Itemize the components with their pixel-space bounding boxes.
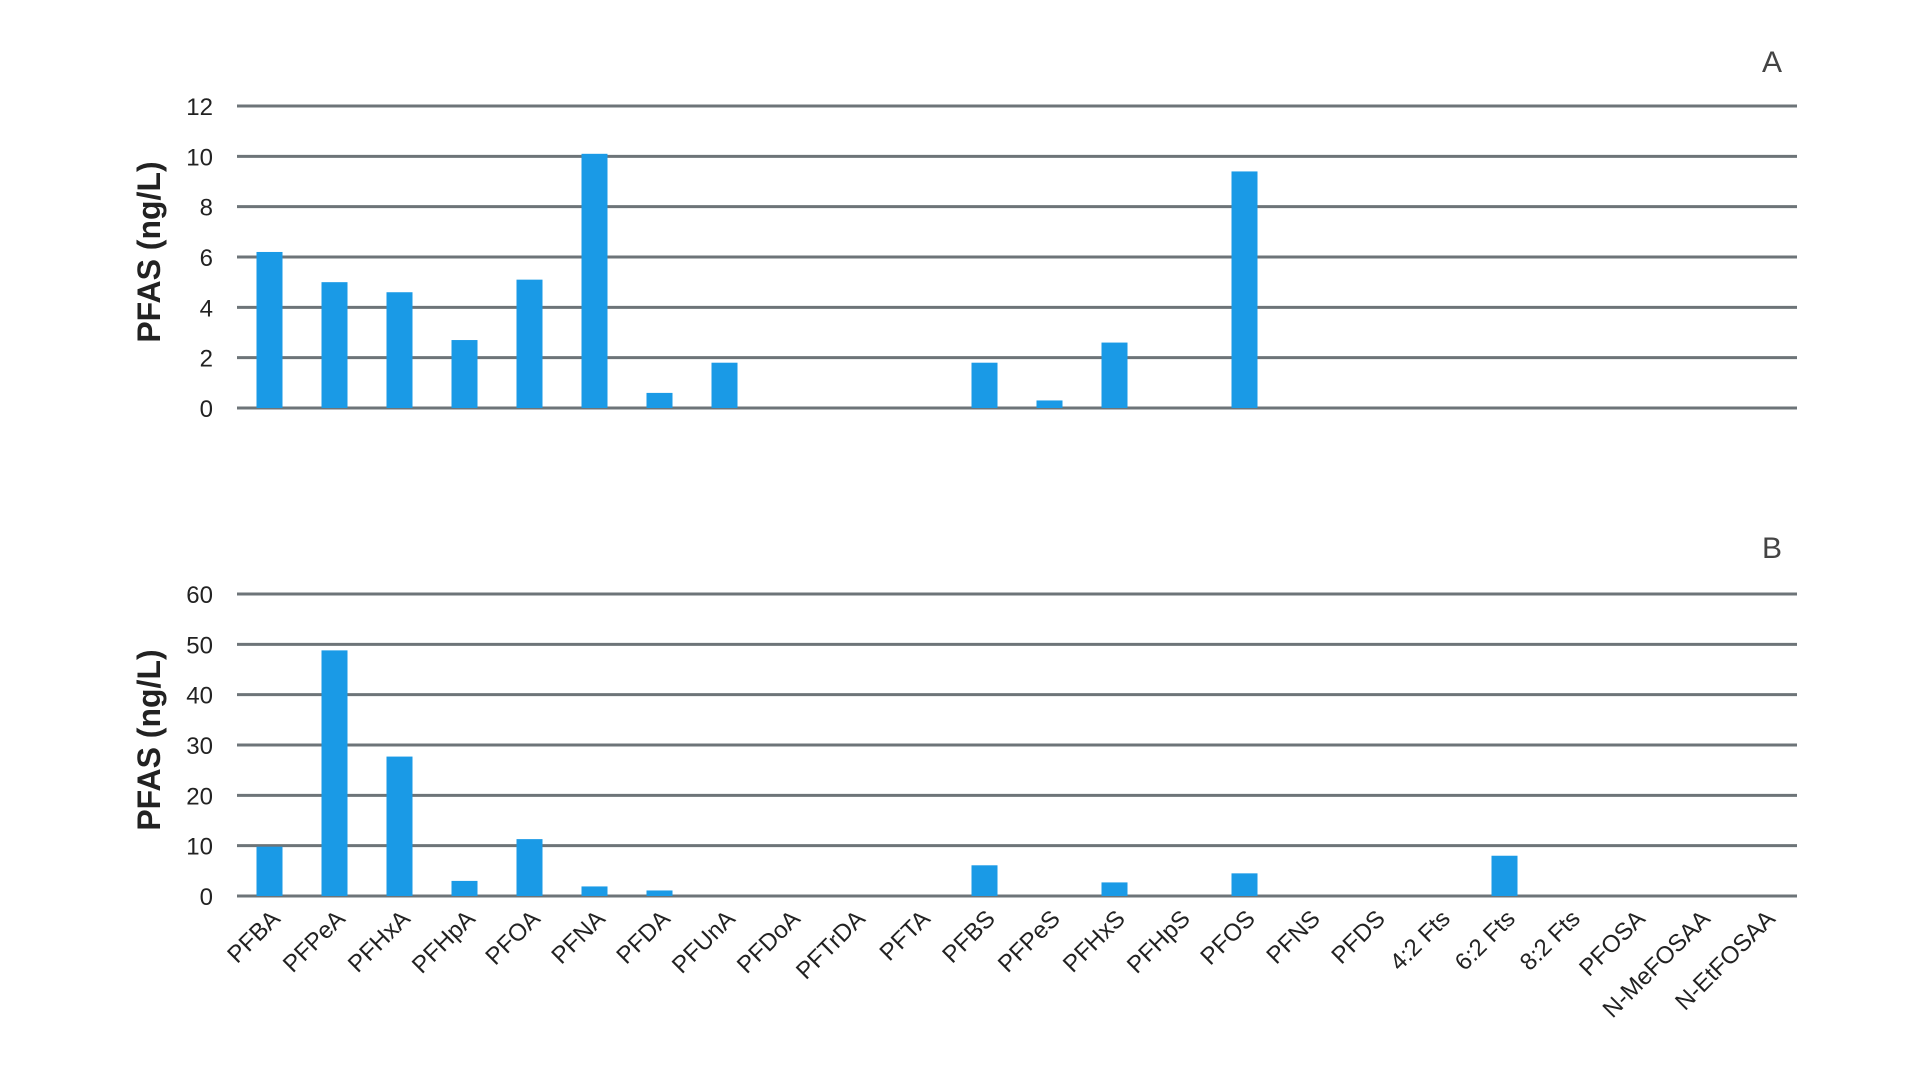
panel-b-bar-pfda bbox=[646, 890, 673, 896]
x-tick-label: PFPeS bbox=[993, 905, 1066, 978]
panel-b-y-tick-label: 50 bbox=[186, 632, 213, 659]
panel-a-bar-pfhxs bbox=[1101, 342, 1128, 408]
panel-b-bar-pfba bbox=[256, 846, 283, 896]
x-tick-label: PFNA bbox=[546, 905, 610, 969]
panel-b-bar-pfhxa bbox=[386, 756, 413, 896]
panel-a-bar-pfpea bbox=[321, 282, 348, 408]
panel-a-bar-pfpes bbox=[1036, 400, 1063, 408]
x-tick-label: PFPeA bbox=[278, 905, 351, 978]
panel-a-bar-pfhxa bbox=[386, 292, 413, 408]
x-tick-label: PFUnA bbox=[667, 905, 741, 979]
x-tick-label: PFTrDA bbox=[791, 905, 871, 985]
panel-b-y-axis-label: PFAS (ng/L) bbox=[131, 649, 167, 830]
panel-b-bar-6-2-fts bbox=[1491, 855, 1518, 896]
panel-b-y-tick-label: 60 bbox=[186, 582, 213, 609]
panel-a-bar-pfhpa bbox=[451, 340, 478, 408]
x-tick-label: PFTA bbox=[875, 905, 936, 966]
panel-a-y-tick-label: 2 bbox=[200, 346, 213, 373]
x-tick-label: PFDS bbox=[1326, 905, 1390, 969]
panel-b-bar-pfpea bbox=[321, 650, 348, 896]
x-tick-label: PFHxS bbox=[1058, 905, 1131, 978]
panel-b-gridlines bbox=[237, 592, 1797, 898]
x-tick-label: PFOS bbox=[1195, 905, 1260, 970]
panel-a-y-tick-label: 12 bbox=[186, 94, 213, 121]
panel-a-letter: A bbox=[1762, 46, 1782, 79]
panel-b-letter: B bbox=[1762, 532, 1782, 565]
x-tick-label: 8:2 Fts bbox=[1515, 905, 1586, 976]
panel-a-bar-pfna bbox=[581, 153, 608, 408]
panel-a: A PFAS (ng/L) 0 2 4 6 8 10 12 bbox=[131, 46, 1797, 423]
panel-b-bar-pfhpa bbox=[451, 880, 478, 896]
x-tick-label: PFOA bbox=[480, 905, 545, 970]
x-tick-label: PFNS bbox=[1261, 905, 1325, 969]
x-tick-label: PFHxA bbox=[343, 905, 416, 978]
panel-a-y-tick-label: 4 bbox=[200, 295, 213, 322]
panel-b: B PFAS (ng/L) 0 10 20 30 40 50 60 bbox=[131, 532, 1797, 911]
x-tick-label: PFHpS bbox=[1122, 905, 1196, 979]
panel-b-y-tick-label: 0 bbox=[200, 884, 213, 911]
panel-a-bar-pfuna bbox=[711, 362, 738, 408]
panel-a-y-tick-label: 6 bbox=[200, 245, 213, 272]
panel-a-bars bbox=[256, 153, 1258, 408]
panel-b-bar-pfbs bbox=[971, 865, 998, 896]
x-tick-label: PFBS bbox=[937, 905, 1000, 968]
panel-a-bar-pfos bbox=[1231, 171, 1258, 408]
panel-a-y-ticks: 0 2 4 6 8 10 12 bbox=[186, 94, 213, 423]
panel-a-bar-pfba bbox=[256, 251, 283, 408]
panel-b-y-ticks: 0 10 20 30 40 50 60 bbox=[186, 582, 213, 911]
panel-a-bar-pfda bbox=[646, 392, 673, 408]
panel-a-bar-pfoa bbox=[516, 279, 543, 408]
panel-a-gridlines bbox=[237, 104, 1797, 410]
panel-a-y-axis-label: PFAS (ng/L) bbox=[131, 161, 167, 342]
panel-b-bar-pfhxs bbox=[1101, 882, 1128, 896]
panel-b-y-tick-label: 20 bbox=[186, 783, 213, 810]
panel-b-y-tick-label: 30 bbox=[186, 733, 213, 760]
panel-a-bar-pfbs bbox=[971, 362, 998, 408]
x-tick-label: 4:2 Fts bbox=[1385, 905, 1456, 976]
x-tick-label: 6:2 Fts bbox=[1450, 905, 1521, 976]
panel-a-y-tick-label: 8 bbox=[200, 195, 213, 222]
panel-b-bars bbox=[256, 650, 1518, 896]
panel-b-bar-pfna bbox=[581, 886, 608, 896]
x-tick-label: PFHpA bbox=[407, 905, 481, 979]
x-tick-label: PFBA bbox=[222, 905, 285, 968]
panel-a-y-tick-label: 0 bbox=[200, 396, 213, 423]
panel-b-y-tick-label: 40 bbox=[186, 683, 213, 710]
panel-b-y-tick-label: 10 bbox=[186, 834, 213, 861]
panel-b-bar-pfoa bbox=[516, 839, 543, 896]
panel-a-y-tick-label: 10 bbox=[186, 144, 213, 171]
panel-b-bar-pfos bbox=[1231, 873, 1258, 896]
